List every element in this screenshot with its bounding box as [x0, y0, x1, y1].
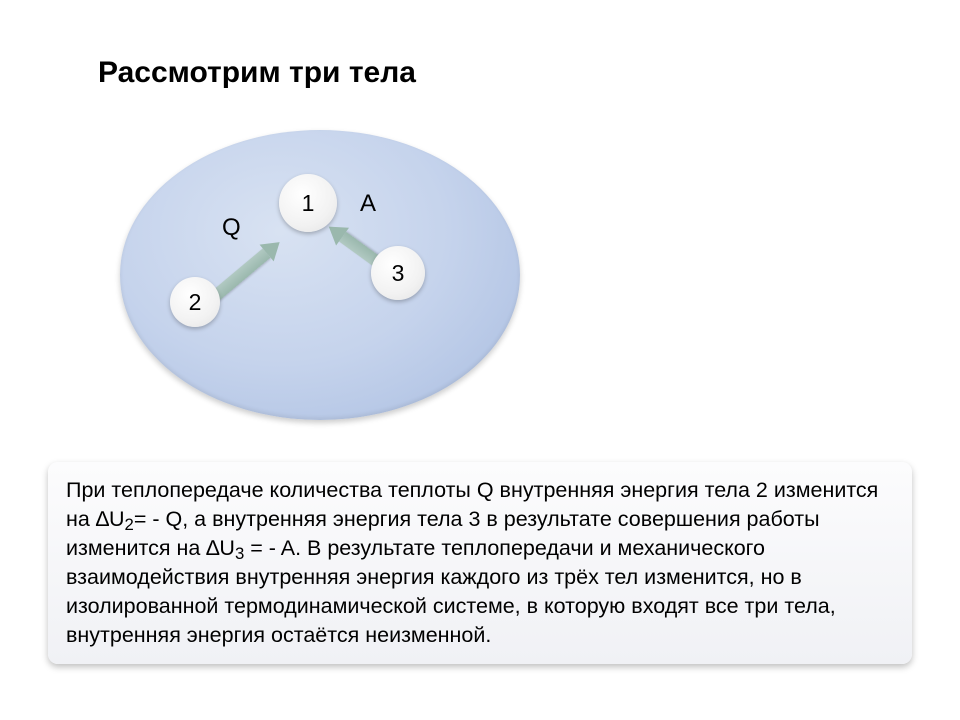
- edge-label-A: A: [360, 190, 376, 218]
- node-2: 2: [170, 277, 220, 327]
- edge-label-Q: Q: [222, 214, 241, 242]
- explanation-text: При теплопередаче количества теплоты Q в…: [48, 462, 912, 664]
- node-3: 3: [371, 246, 425, 300]
- system-ellipse: [120, 130, 520, 420]
- node-1: 1: [279, 174, 337, 232]
- page-title: Рассмотрим три тела: [98, 56, 416, 90]
